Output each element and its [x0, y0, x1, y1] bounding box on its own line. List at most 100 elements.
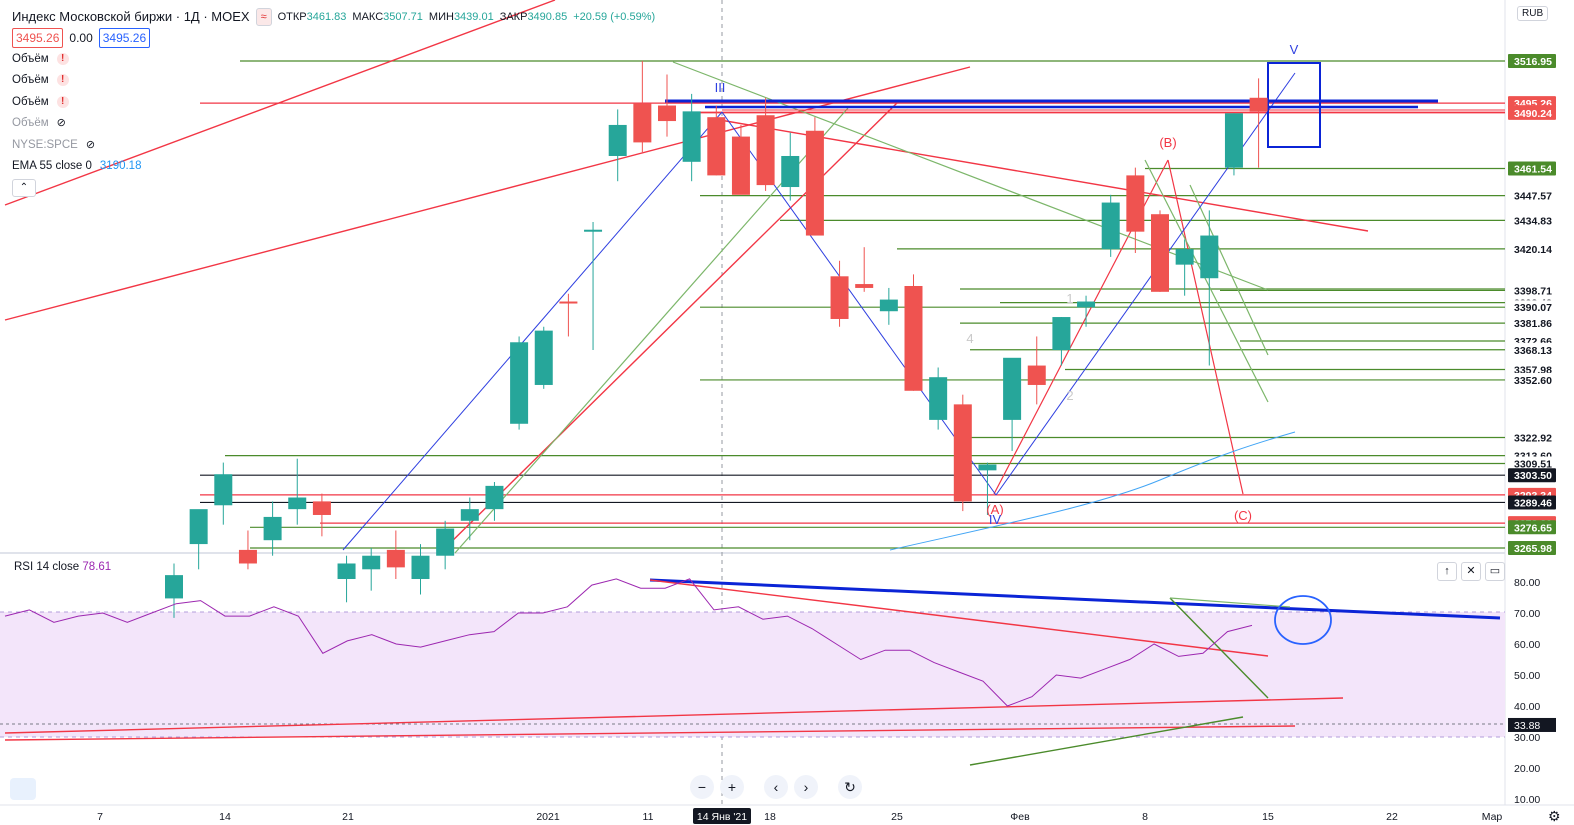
scroll-right-icon[interactable]: ›	[794, 775, 818, 799]
indicator-volume-2[interactable]: Объём!	[12, 70, 655, 92]
candle-body	[855, 284, 874, 288]
scroll-left-icon[interactable]: ‹	[764, 775, 788, 799]
price-label-bg	[1508, 188, 1556, 203]
price-label: 3390.07	[1514, 302, 1552, 314]
indicator-label: Объём	[12, 52, 49, 65]
price-label-bg	[1508, 316, 1556, 331]
open-value: 3461.83	[306, 10, 347, 23]
indicator-spce[interactable]: NYSE:SPCE ⊘	[12, 134, 655, 156]
price-label: 3276.65	[1514, 522, 1552, 534]
candle-body	[214, 474, 233, 506]
wave-label: (B)	[1159, 135, 1176, 150]
symbol-title[interactable]: Индекс Московской биржи · 1Д · MOEX	[12, 8, 250, 24]
candle-body	[436, 528, 455, 556]
price-label-bg	[1508, 213, 1556, 228]
price-label: 3368.13	[1514, 345, 1552, 357]
candle-body	[805, 130, 824, 236]
rsi-axis-label: 20.00	[1514, 763, 1540, 775]
low-value: 3439.01	[453, 10, 494, 23]
price-label-bg	[1508, 456, 1556, 471]
candle-body	[460, 509, 479, 521]
price-label: 3322.92	[1514, 433, 1552, 445]
price-label-bg	[1508, 541, 1556, 555]
crosshair-date-bg	[693, 808, 751, 824]
wave-label: (C)	[1234, 508, 1252, 523]
candle-body	[929, 377, 948, 420]
candle-body	[584, 229, 603, 232]
price-label: 3303.50	[1514, 470, 1552, 482]
indicator-label: Объём	[12, 74, 49, 87]
zoom-toolbar: − + ‹ › ↻	[690, 775, 862, 799]
high-value: 3507.71	[383, 10, 423, 23]
ema-label: EMA 55 close 0	[12, 160, 92, 173]
currency-label[interactable]: RUB	[1517, 6, 1549, 21]
price-label-bg	[1508, 520, 1556, 535]
rsi-label: RSI 14 close	[14, 561, 80, 573]
maximize-icon[interactable]: ▭	[1485, 562, 1505, 581]
rsi-value: 78.61	[82, 561, 112, 573]
compare-icon[interactable]: ≈	[255, 7, 272, 26]
candle-body	[978, 464, 997, 471]
indicator-volume-1[interactable]: Объём!	[12, 48, 655, 70]
collapse-legend-button[interactable]: ⌃	[12, 178, 36, 197]
candle-body	[1126, 175, 1145, 232]
time-axis-label: 2021	[536, 811, 560, 823]
price-label-bg	[1508, 468, 1556, 483]
eye-hidden-icon[interactable]: ⊘	[56, 117, 66, 130]
sell-price[interactable]: 3495.26	[12, 27, 64, 48]
candle-body	[411, 555, 430, 580]
close-label: ЗАКР	[499, 10, 528, 23]
time-axis: 7 14 21 2021 11 14 Янв '21 18 25 Фев 8 15 22 Мар	[97, 808, 1502, 824]
move-up-icon[interactable]: ↑	[1437, 562, 1457, 581]
candle-body	[879, 299, 898, 312]
close-icon[interactable]: ✕	[1461, 562, 1481, 581]
reset-icon[interactable]: ↻	[838, 775, 862, 799]
candle-body	[1003, 357, 1022, 420]
rsi-legend[interactable]: RSI 14 close 78.61	[14, 561, 111, 573]
candle-body	[707, 117, 726, 176]
rsi-axis-label: 50.00	[1514, 670, 1540, 682]
candle-body	[953, 404, 972, 502]
rsi-axis-label: 30.00	[1514, 732, 1540, 744]
time-axis-label: Фев	[1010, 811, 1030, 823]
zoom-out-icon[interactable]: −	[690, 775, 714, 799]
time-axis-label: 8	[1142, 811, 1148, 823]
indicator-volume-3[interactable]: Объём!	[12, 91, 655, 113]
tradingview-logo-icon[interactable]	[10, 778, 36, 800]
chart-legend: Индекс Московской биржи · 1Д · MOEX ≈ ОТ…	[12, 6, 655, 198]
rsi-line	[4, 578, 1253, 707]
wave-label: III	[715, 80, 726, 95]
price-label: 3398.71	[1514, 285, 1552, 297]
candle-body	[312, 501, 331, 515]
rsi-marker-bg	[1508, 717, 1556, 732]
buy-price[interactable]: 3495.26	[98, 27, 151, 48]
time-axis-label: 22	[1386, 811, 1398, 823]
eye-hidden-icon[interactable]: ⊘	[85, 138, 96, 151]
rsi-axis-label: 60.00	[1514, 639, 1540, 651]
time-axis-label: 11	[643, 811, 654, 823]
candle-body	[904, 285, 923, 391]
price-label: 3461.54	[1514, 164, 1552, 176]
indicator-label: Объём	[12, 117, 49, 130]
zoom-in-icon[interactable]: +	[720, 775, 744, 799]
candle-body	[608, 124, 627, 156]
price-label: 3289.46	[1514, 497, 1552, 509]
wave-label: 2	[1066, 388, 1073, 403]
price-label-bg	[1508, 283, 1556, 298]
candle-body	[362, 555, 381, 570]
low-label: МИН	[428, 10, 454, 23]
time-axis-label: 15	[1262, 811, 1274, 823]
time-axis-label: Мар	[1482, 811, 1503, 823]
price-label: 3309.51	[1514, 459, 1552, 471]
candle-body	[1200, 235, 1219, 279]
gear-icon[interactable]: ⚙	[1548, 808, 1561, 824]
candle-body	[238, 549, 257, 564]
rsi-axis-label: 10.00	[1514, 794, 1540, 806]
change-value: +20.59 (+0.59%)	[573, 10, 656, 23]
indicator-ema[interactable]: EMA 55 close 0 3190.18	[12, 156, 655, 178]
wave-label: (A)	[986, 502, 1003, 517]
price-row: 3495.26 0.00 3495.26	[12, 27, 655, 48]
open-label: ОТКР	[277, 10, 307, 23]
indicator-volume-4[interactable]: Объём ⊘	[12, 113, 655, 135]
